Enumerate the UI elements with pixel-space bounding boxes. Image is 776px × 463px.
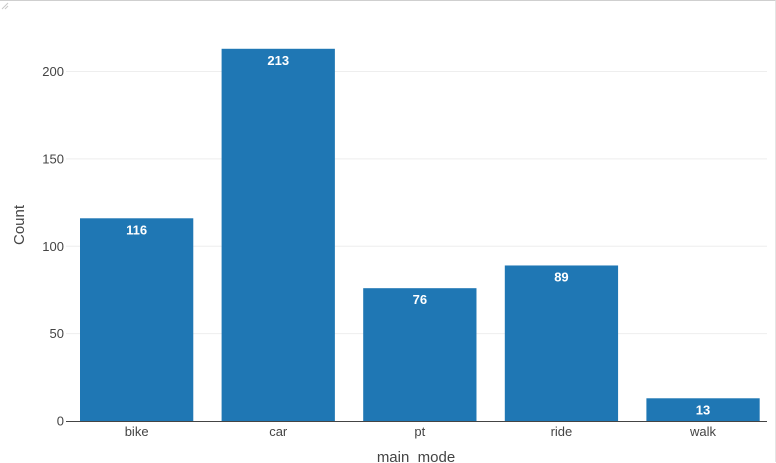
y-axis-title: Count <box>11 204 28 245</box>
data-label-bike: 116 <box>126 222 147 237</box>
x-tick-label: ride <box>551 424 573 439</box>
y-tick-labels: 0 50 100 150 200 <box>42 64 64 429</box>
bar-pt[interactable] <box>363 288 477 421</box>
y-tick-label: 100 <box>42 239 64 254</box>
data-labels: 116 213 76 89 13 <box>126 53 710 418</box>
bars <box>80 48 760 421</box>
y-tick-label: 0 <box>57 414 64 429</box>
x-tick-label: walk <box>689 424 717 439</box>
data-label-pt: 76 <box>413 292 427 307</box>
data-label-walk: 13 <box>696 402 710 417</box>
x-tick-label: car <box>269 424 288 439</box>
data-label-ride: 89 <box>554 269 568 284</box>
x-tick-label: pt <box>414 424 425 439</box>
bar-bike[interactable] <box>80 218 194 421</box>
bar-car[interactable] <box>221 48 335 421</box>
data-label-car: 213 <box>267 53 289 68</box>
bar-ride[interactable] <box>504 265 619 421</box>
y-tick-label: 150 <box>42 151 64 166</box>
x-axis-title: main mode <box>377 449 455 463</box>
resize-grip-icon[interactable] <box>0 1 9 10</box>
y-tick-label: 200 <box>42 64 64 79</box>
x-tick-label: bike <box>125 424 149 439</box>
bar-walk[interactable] <box>646 398 760 421</box>
y-tick-label: 50 <box>50 326 64 341</box>
x-tick-labels: bike car pt ride walk <box>125 424 717 439</box>
